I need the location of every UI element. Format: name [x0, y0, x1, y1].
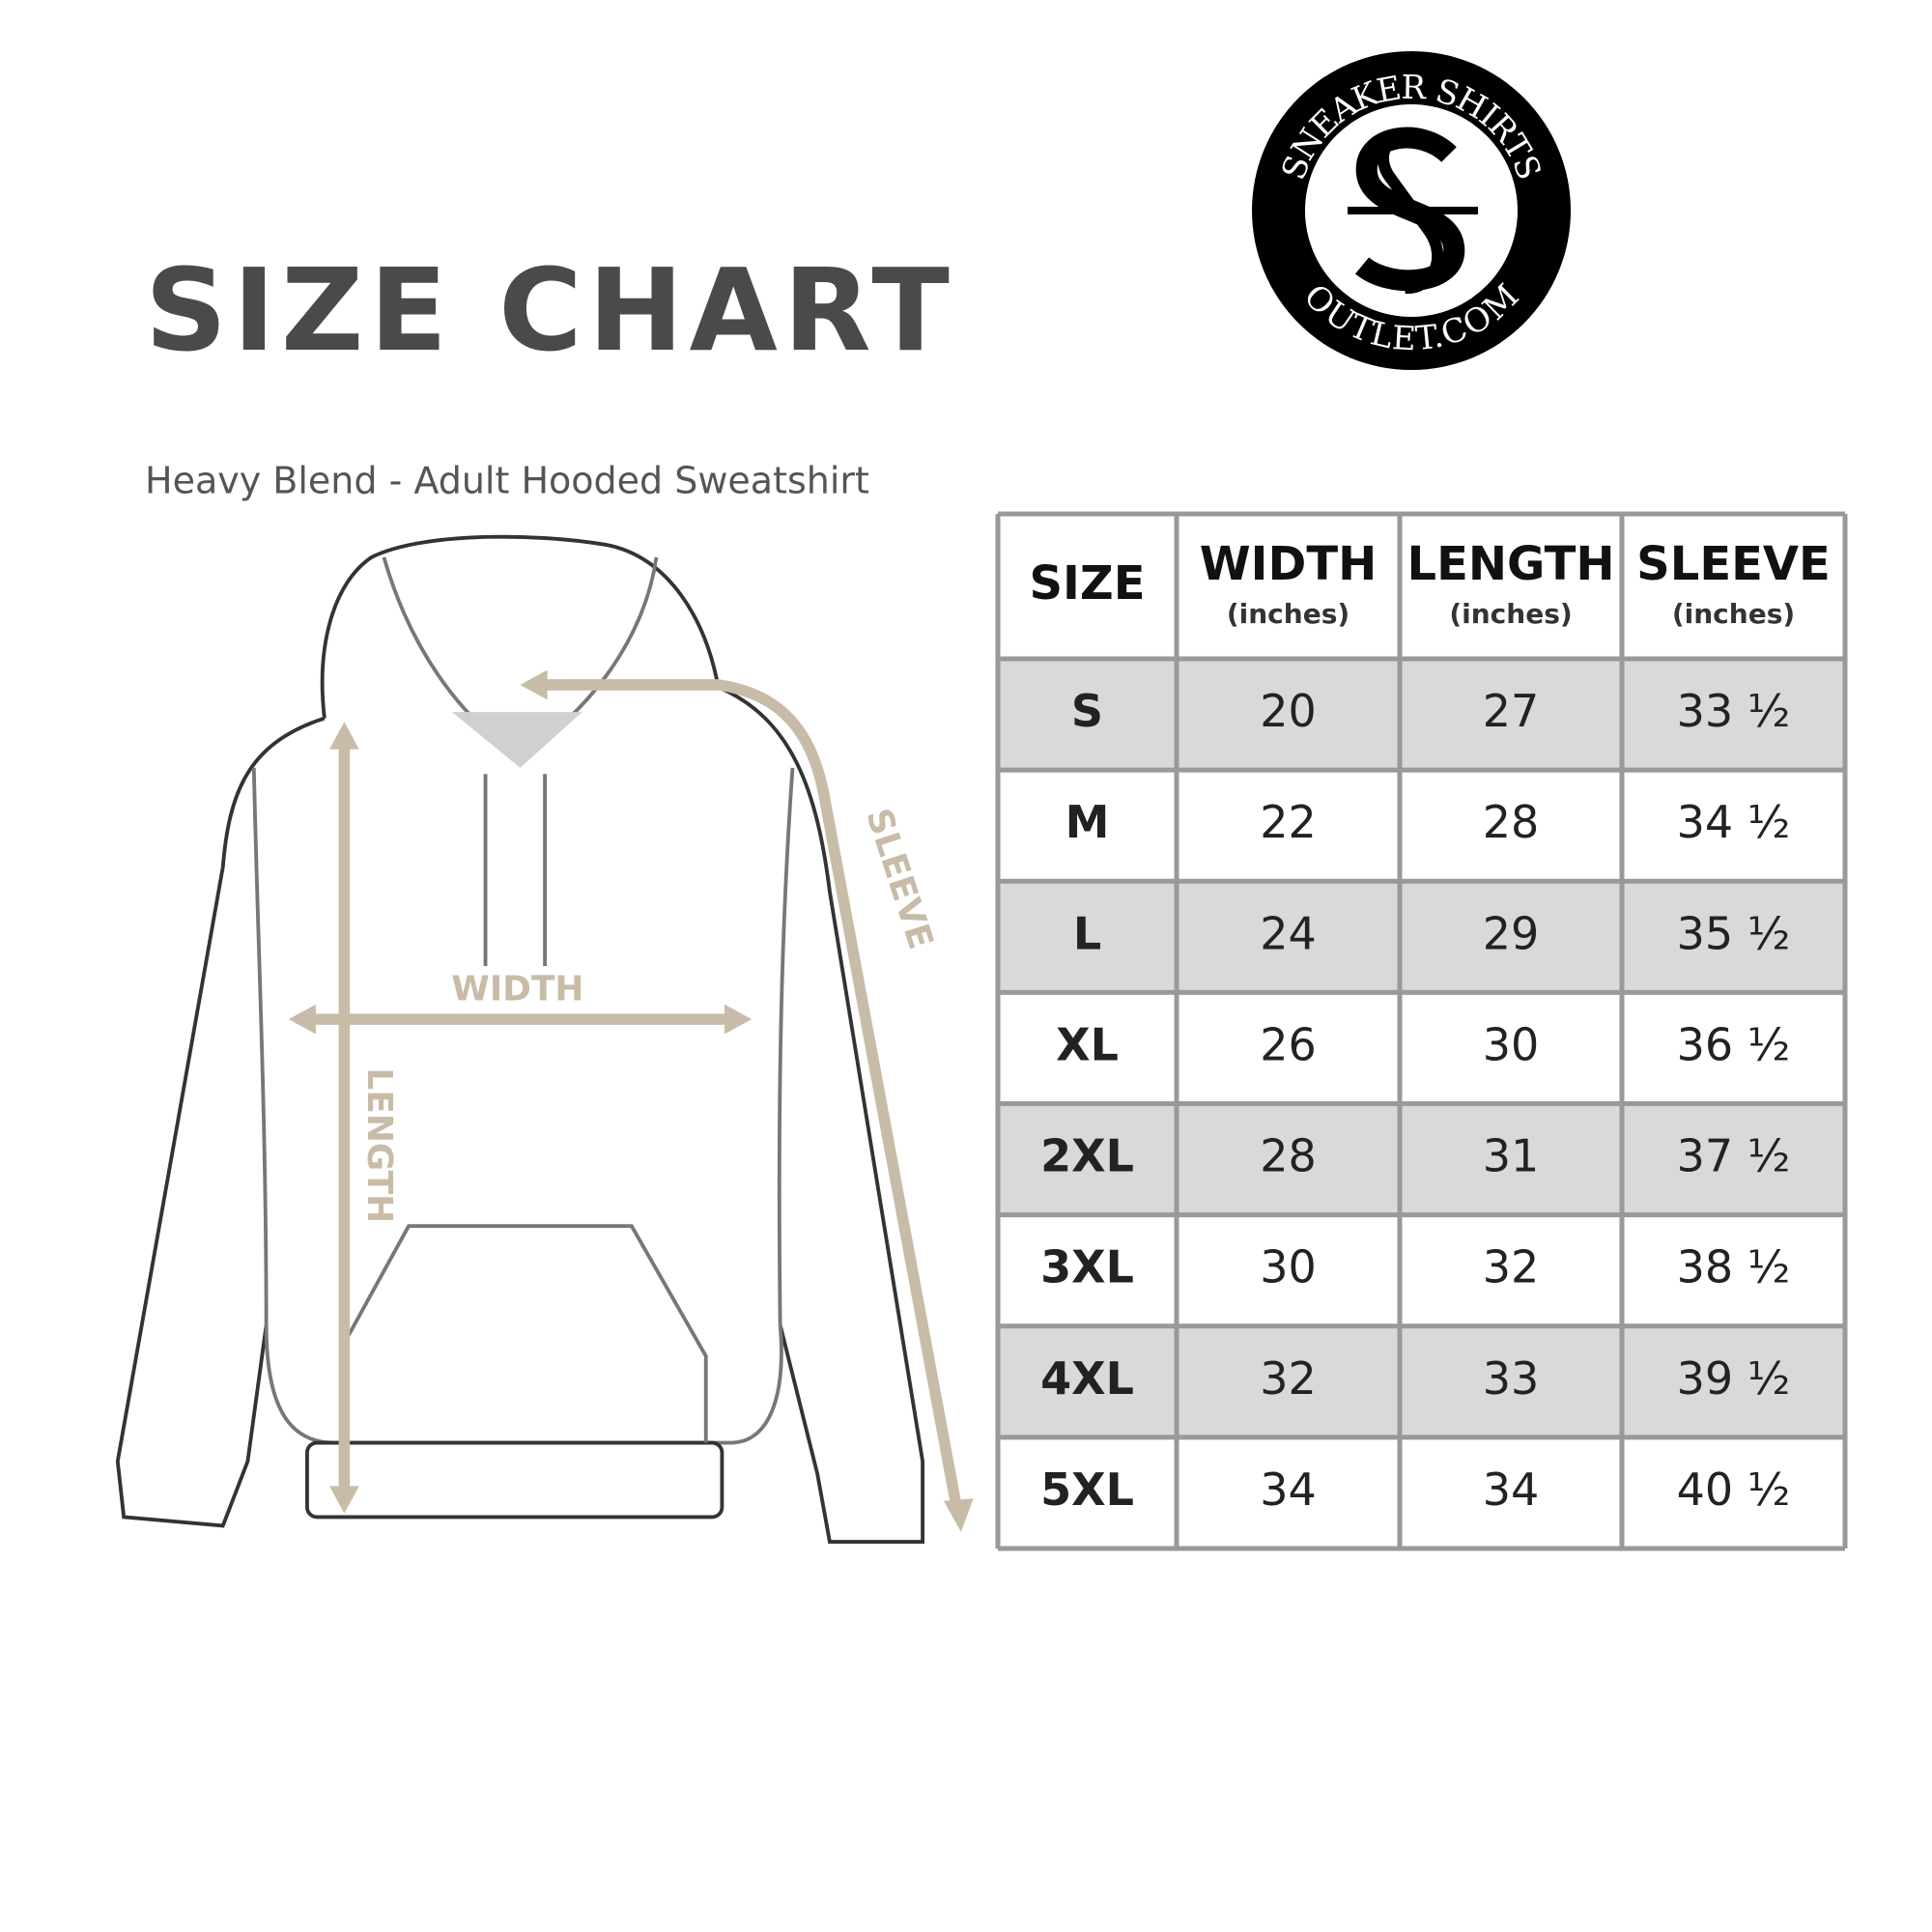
- size-cell: 4XL: [1040, 1352, 1134, 1405]
- value-cell: 31: [1483, 1130, 1540, 1182]
- column-unit: (inches): [1672, 598, 1795, 630]
- logo: SNEAKER SHIRTS OUTLET.COM: [1252, 51, 1571, 370]
- value-cell: 22: [1260, 796, 1317, 848]
- size-cell: 5XL: [1040, 1463, 1134, 1516]
- column-header: SLEEVE: [1636, 537, 1831, 591]
- size-cell: 3XL: [1040, 1241, 1134, 1293]
- row-shade: [998, 659, 1845, 771]
- value-cell: 38 ½: [1677, 1241, 1791, 1293]
- arrow-head: [724, 1004, 753, 1035]
- right-sleeve: [717, 685, 925, 1545]
- size-table: S 20 27 33 ½ M 22 28 34 ½ L 24 29 35 ½ XL 26 30 36 ½ 2XL…: [995, 511, 1848, 1551]
- length-label: LENGTH: [359, 1067, 399, 1223]
- column-unit: (inches): [1449, 598, 1572, 630]
- pocket: [338, 1224, 708, 1443]
- column-unit: (inches): [1227, 598, 1350, 630]
- value-cell: 35 ½: [1677, 907, 1791, 959]
- row-shade: [998, 1103, 1845, 1215]
- body: [251, 767, 795, 1445]
- row-shade: [998, 1325, 1845, 1437]
- size-cell: M: [1065, 796, 1110, 848]
- subtitle: Heavy Blend - Adult Hooded Sweatshirt: [145, 460, 869, 502]
- value-cell: 28: [1260, 1130, 1317, 1182]
- value-cell: 24: [1260, 907, 1317, 959]
- value-cell: 26: [1260, 1018, 1317, 1070]
- value-cell: 28: [1483, 796, 1540, 848]
- value-cell: 34 ½: [1677, 796, 1791, 848]
- column-header: WIDTH: [1200, 537, 1378, 591]
- arrow-head: [520, 669, 548, 700]
- value-cell: 36 ½: [1677, 1018, 1791, 1070]
- drawstrings: [483, 774, 548, 966]
- size-cell: 2XL: [1040, 1130, 1134, 1182]
- value-cell: 39 ½: [1677, 1352, 1791, 1405]
- value-cell: 29: [1483, 907, 1540, 959]
- hood: [320, 534, 721, 719]
- width-label: WIDTH: [451, 970, 583, 1009]
- size-cell: S: [1071, 685, 1103, 737]
- value-cell: 40 ½: [1677, 1463, 1791, 1516]
- size-cell: XL: [1056, 1018, 1119, 1070]
- size-cell: L: [1073, 907, 1101, 959]
- arrow-head: [329, 1486, 359, 1514]
- value-cell: 32: [1483, 1241, 1540, 1293]
- value-cell: 33: [1483, 1352, 1540, 1405]
- value-cell: 37 ½: [1677, 1130, 1791, 1182]
- waistband: [305, 1440, 724, 1520]
- column-header: SIZE: [1029, 556, 1145, 611]
- value-cell: 32: [1260, 1352, 1317, 1405]
- value-cell: 33 ½: [1677, 685, 1791, 737]
- sleeve-label: SLEEVE: [858, 804, 940, 953]
- arrow-head: [329, 722, 359, 750]
- logo-s2: [1378, 128, 1444, 294]
- value-cell: 27: [1483, 685, 1540, 737]
- left-sleeve: [115, 716, 326, 1528]
- arrow-head: [943, 1498, 974, 1532]
- measure-arrows: [288, 669, 974, 1532]
- value-cell: 30: [1483, 1018, 1540, 1070]
- sleeve-arrow: [542, 679, 962, 1506]
- value-cell: 20: [1260, 685, 1317, 737]
- neck: [451, 712, 582, 768]
- value-cell: 34: [1260, 1463, 1317, 1516]
- title: SIZE CHART: [145, 243, 955, 377]
- value-cell: 34: [1483, 1463, 1540, 1516]
- column-header: LENGTH: [1406, 537, 1614, 591]
- row-shade: [998, 881, 1845, 993]
- arrow-head: [288, 1004, 316, 1035]
- value-cell: 30: [1260, 1241, 1317, 1293]
- hoodie-diagram: WIDTH LENGTH SLEEVE: [115, 534, 974, 1545]
